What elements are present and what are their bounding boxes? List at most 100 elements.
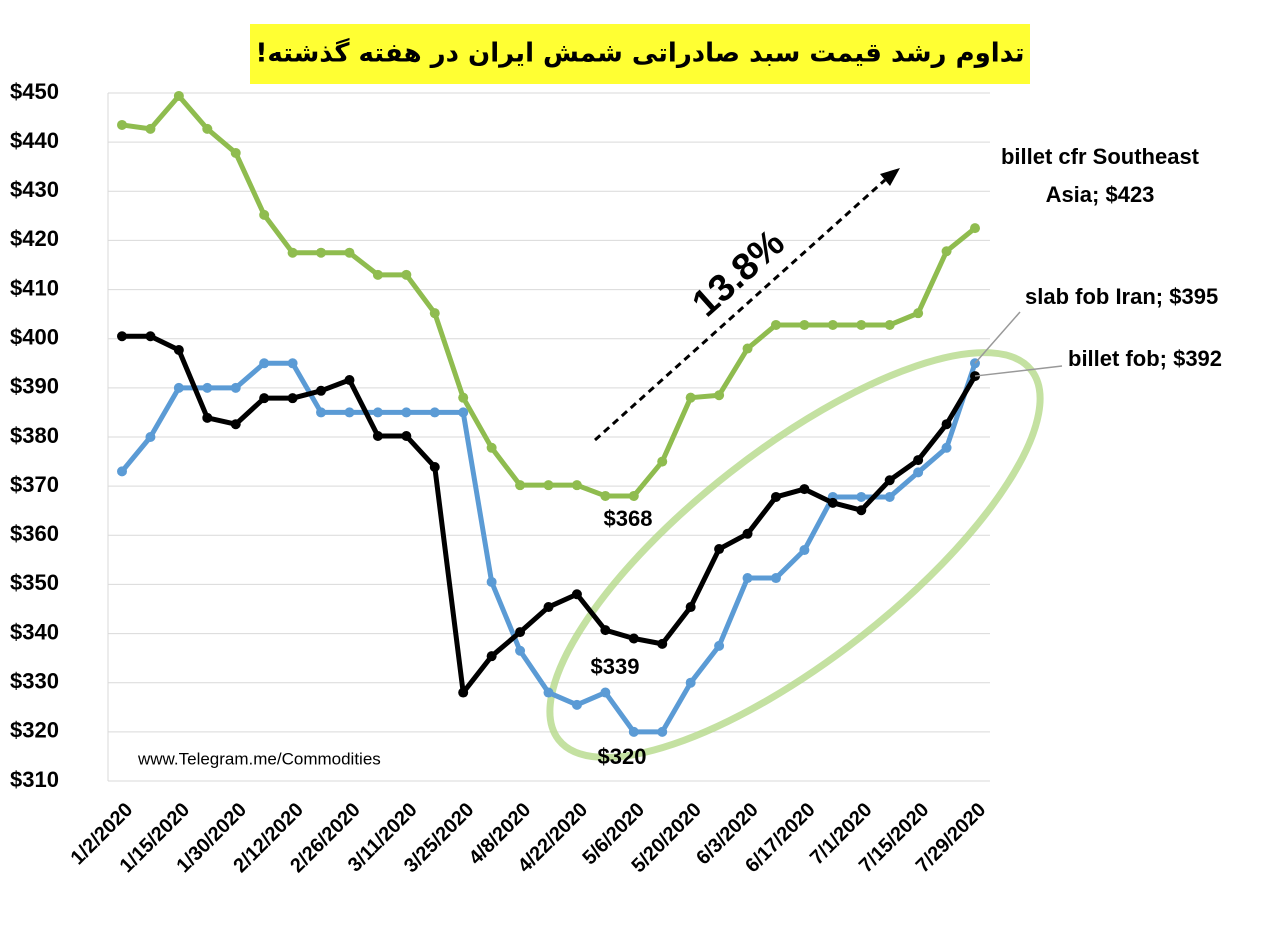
data-point	[827, 497, 838, 508]
y-tick-label: $340	[10, 619, 59, 644]
grid	[107, 92, 990, 782]
data-point	[657, 726, 668, 737]
data-point	[799, 484, 810, 495]
y-tick-label: $440	[10, 128, 59, 153]
value-annotation: $339	[591, 654, 640, 679]
y-tick-label: $390	[10, 374, 59, 399]
data-point	[287, 393, 298, 404]
data-point	[316, 247, 327, 258]
data-point	[856, 505, 867, 516]
data-point	[344, 407, 355, 418]
data-point	[117, 466, 127, 477]
y-tick-label: $420	[10, 226, 59, 251]
data-point	[970, 223, 980, 234]
data-point	[685, 677, 696, 688]
data-point	[486, 442, 497, 453]
data-point	[742, 343, 753, 354]
data-point	[259, 358, 270, 369]
data-point	[799, 319, 810, 330]
y-tick-label: $330	[10, 669, 59, 694]
data-point	[458, 687, 469, 698]
data-point	[628, 726, 639, 737]
data-point	[515, 627, 526, 638]
data-point	[515, 645, 526, 656]
y-tick-label: $360	[10, 521, 59, 546]
data-point	[941, 246, 952, 257]
data-point	[714, 640, 725, 651]
data-point	[372, 407, 383, 418]
data-point	[941, 419, 952, 430]
y-tick-label: $410	[10, 275, 59, 300]
data-point	[316, 385, 327, 396]
data-point	[685, 392, 696, 403]
data-point	[515, 480, 526, 491]
data-point	[344, 374, 355, 385]
data-point	[913, 455, 924, 466]
data-point	[372, 269, 383, 280]
y-tick-label: $400	[10, 325, 59, 350]
data-point	[202, 382, 213, 393]
leader-line	[974, 365, 1063, 377]
data-point	[770, 319, 781, 330]
data-point	[173, 382, 184, 393]
y-tick-label: $370	[10, 472, 59, 497]
y-tick-label: $310	[10, 767, 59, 792]
y-tick-label: $450	[10, 79, 59, 104]
data-point	[173, 90, 184, 101]
series-label-line: Asia; $423	[1046, 182, 1155, 207]
value-annotation: $368	[604, 506, 653, 531]
data-point	[913, 467, 924, 478]
data-point	[600, 687, 611, 698]
data-point	[742, 573, 753, 584]
data-point	[571, 480, 582, 491]
data-point	[145, 123, 156, 134]
trend-arrow	[593, 178, 887, 442]
data-point	[486, 651, 497, 662]
data-point	[486, 576, 497, 587]
y-tick-label: $350	[10, 570, 59, 595]
plot-area	[117, 90, 980, 737]
data-point	[913, 308, 924, 319]
data-point	[600, 625, 611, 636]
data-point	[856, 319, 867, 330]
data-point	[628, 633, 639, 644]
data-point	[827, 319, 838, 330]
data-point	[458, 392, 469, 403]
data-point	[543, 602, 554, 613]
data-point	[429, 407, 440, 418]
data-point	[259, 393, 270, 404]
y-tick-label: $430	[10, 177, 59, 202]
data-point	[571, 589, 582, 600]
data-point	[429, 308, 440, 319]
data-point	[117, 331, 127, 342]
data-point	[458, 407, 469, 418]
series-label-line: billet cfr Southeast	[1001, 144, 1200, 169]
data-point	[770, 573, 781, 584]
highlight-ellipse	[546, 349, 1044, 761]
title-box	[250, 24, 1030, 84]
data-point	[230, 382, 241, 393]
data-point	[117, 119, 127, 130]
data-point	[770, 491, 781, 502]
data-point	[628, 490, 639, 501]
arrow-head	[880, 168, 900, 186]
y-tick-label: $380	[10, 423, 59, 448]
data-point	[657, 638, 668, 649]
data-point	[429, 461, 440, 472]
data-point	[173, 345, 184, 356]
data-point	[884, 319, 895, 330]
data-point	[202, 123, 213, 134]
data-point	[571, 699, 582, 710]
data-point	[884, 475, 895, 486]
leader-line	[974, 311, 1021, 364]
data-point	[884, 491, 895, 502]
series-label: billet cfr Southeast Asia; $423	[1001, 144, 1200, 207]
data-point	[344, 247, 355, 258]
data-point	[941, 442, 952, 453]
chart-title: تداوم رشد قیمت سبد صادراتی شمش ایران در …	[256, 38, 1025, 69]
data-point	[401, 407, 412, 418]
data-point	[600, 490, 611, 501]
data-point	[230, 419, 241, 430]
